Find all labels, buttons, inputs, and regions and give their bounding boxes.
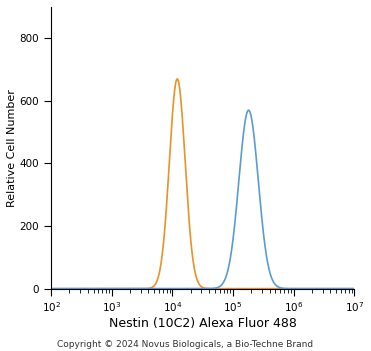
Text: Copyright © 2024 Novus Biologicals, a Bio-Techne Brand: Copyright © 2024 Novus Biologicals, a Bi… (58, 340, 313, 349)
Y-axis label: Relative Cell Number: Relative Cell Number (7, 89, 17, 207)
X-axis label: Nestin (10C2) Alexa Fluor 488: Nestin (10C2) Alexa Fluor 488 (109, 317, 297, 330)
